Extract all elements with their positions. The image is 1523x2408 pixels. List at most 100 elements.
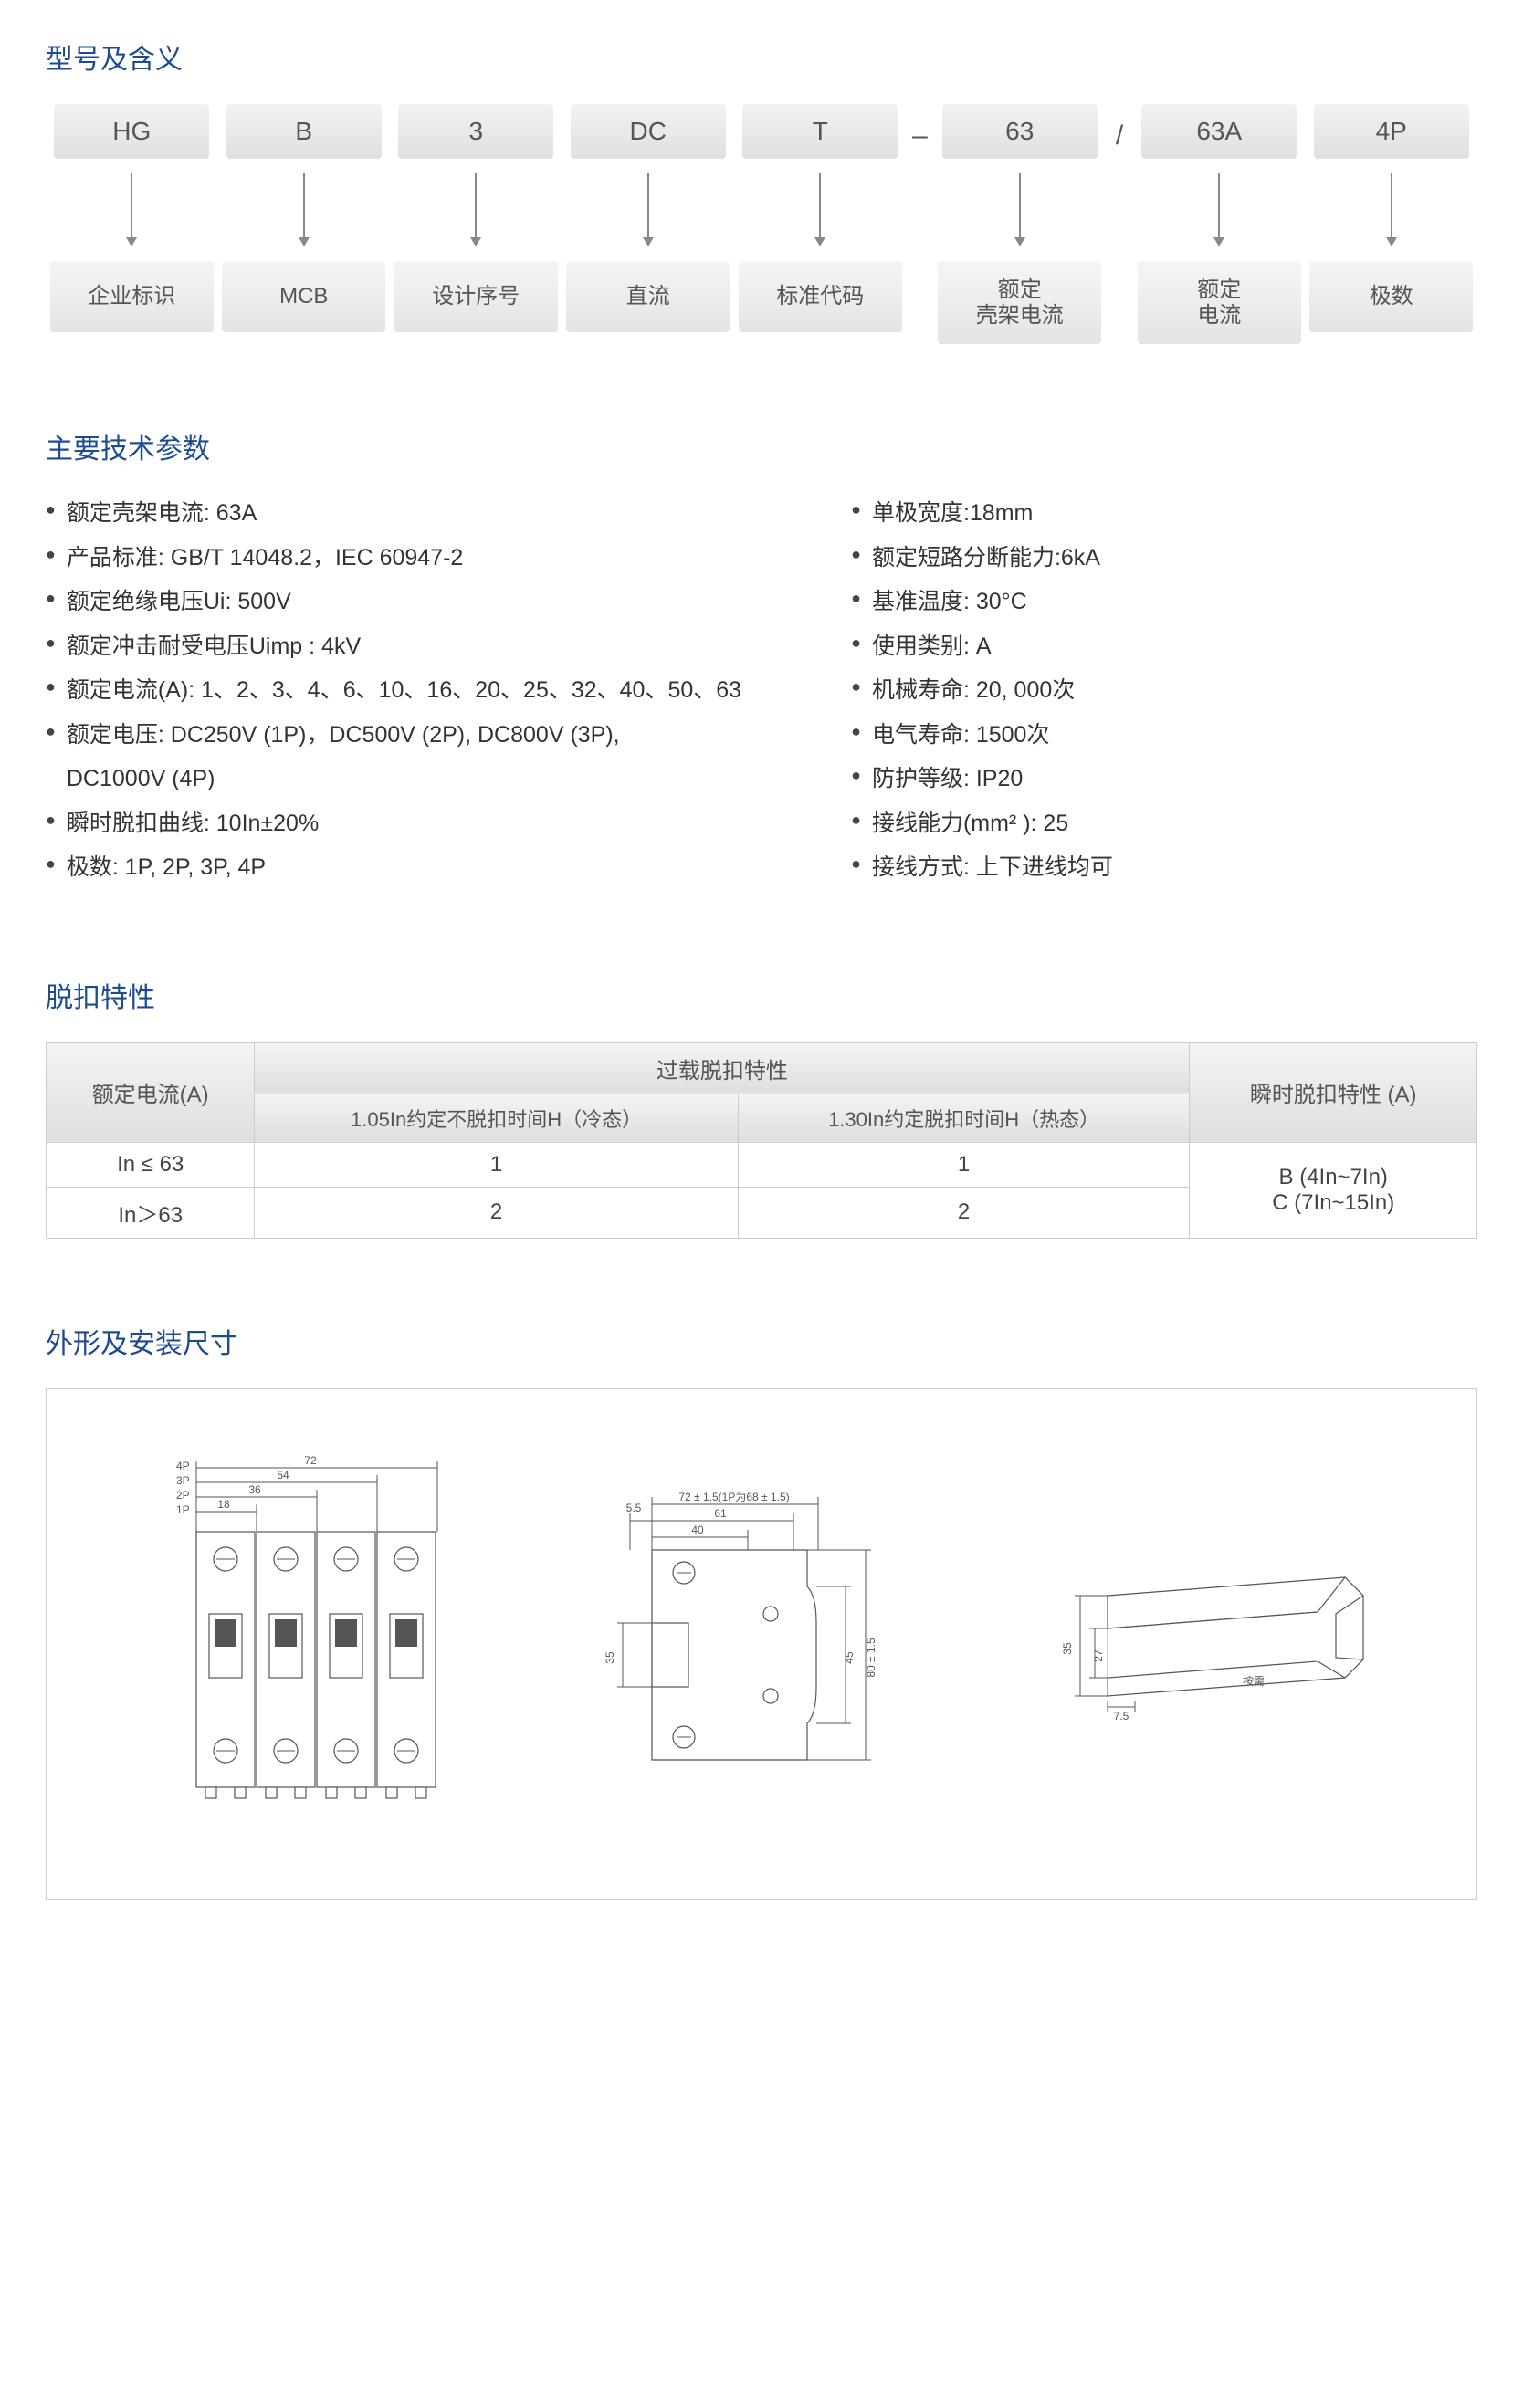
dim-rail-length: 按需: [1243, 1675, 1265, 1688]
model-column: 4P 极数: [1306, 104, 1478, 332]
spec-item: 防护等级: IP20: [851, 759, 1113, 799]
spec-item: 机械寿命: 20, 000次: [851, 671, 1113, 710]
dim-72pm: 72 ± 1.5(1P为68 ± 1.5): [678, 1491, 789, 1503]
spec-item: 极数: 1P, 2P, 3P, 4P: [46, 848, 741, 887]
model-meaning-label: 极数: [1309, 261, 1473, 332]
spec-item: 产品标准: GB/T 14048.2，IEC 60947-2: [46, 539, 741, 578]
spec-item: 额定电压: DC250V (1P)，DC500V (2P), DC800V (3…: [46, 716, 741, 755]
section-title-dim: 外形及安装尺寸: [46, 1321, 1477, 1361]
arrow-down-icon: [1014, 173, 1025, 246]
table-cell: 1: [255, 1142, 738, 1187]
spec-text: 额定壳架电流: 63A: [67, 494, 257, 533]
spec-text: 产品标准: GB/T 14048.2，IEC 60947-2: [67, 539, 463, 578]
model-code-box: T: [742, 104, 898, 159]
model-meaning-label: MCB: [222, 261, 385, 332]
arrow-down-icon: [814, 173, 825, 246]
arrow-down-icon: [1386, 173, 1397, 246]
model-code-box: B: [226, 104, 382, 159]
arrow-down-icon: [1213, 173, 1224, 246]
spec-item: 额定绝缘电压Ui: 500V: [46, 582, 741, 622]
dim-54: 54: [278, 1469, 290, 1481]
model-code-diagram: HG企业标识BMCB3设计序号DC直流T标准代码–63额定壳架电流/63A额定电…: [46, 104, 1477, 344]
table-cell: 1: [738, 1142, 1190, 1187]
label-3p: 3P: [176, 1474, 190, 1487]
dim-rail-27: 27: [1092, 1649, 1105, 1662]
trip-characteristics-table: 额定电流(A) 过载脱扣特性 瞬时脱扣特性 (A) 1.05In约定不脱扣时间H…: [46, 1042, 1477, 1239]
arrow-down-icon: [643, 173, 654, 246]
label-2p: 2P: [176, 1489, 190, 1502]
spec-text: 使用类别: A: [872, 627, 992, 666]
specs-left-list: 额定壳架电流: 63A 产品标准: GB/T 14048.2，IEC 60947-…: [46, 494, 741, 893]
spec-text: 基准温度: 30°C: [872, 582, 1027, 622]
dim-36: 36: [249, 1483, 262, 1496]
model-column: 63 额定壳架电流: [934, 104, 1107, 344]
spec-item: 接线方式: 上下进线均可: [851, 848, 1113, 887]
model-column: T 标准代码: [734, 104, 907, 332]
model-column: 3 设计序号: [390, 104, 562, 332]
spec-text: 电气寿命: 1500次: [872, 716, 1050, 755]
section-title-specs: 主要技术参数: [46, 426, 1477, 466]
label-4p: 4P: [176, 1460, 190, 1472]
spec-item: 接线能力(mm² ): 25: [851, 804, 1113, 843]
table-cell: In ≤ 63: [47, 1142, 255, 1187]
model-code-box: DC: [571, 104, 726, 159]
th-rated-current: 额定电流(A): [47, 1042, 255, 1142]
spec-item: 瞬时脱扣曲线: 10In±20%: [46, 804, 741, 843]
spec-item: 使用类别: A: [851, 627, 1113, 666]
dim-18: 18: [218, 1498, 231, 1511]
model-code-box: 3: [398, 104, 553, 159]
spec-text: 额定电流(A): 1、2、3、4、6、10、16、20、25、32、40、50、…: [67, 671, 741, 710]
dim-rail-7p5: 7.5: [1113, 1710, 1129, 1722]
model-separator-slash: /: [1106, 104, 1133, 152]
side-view-drawing: 72 ± 1.5(1P为68 ± 1.5) 61 40 5.5 35 45 80…: [579, 1450, 926, 1815]
model-column: 63A 额定电流: [1133, 104, 1306, 344]
spec-item: 额定短路分断能力:6kA: [851, 539, 1113, 578]
spec-text: 瞬时脱扣曲线: 10In±20%: [67, 804, 319, 843]
dim-80pm: 80 ± 1.5: [865, 1638, 877, 1678]
spec-text: 额定短路分断能力:6kA: [872, 539, 1100, 578]
dim-61: 61: [714, 1507, 727, 1520]
model-column: DC 直流: [562, 104, 735, 332]
spec-item: 额定电流(A): 1、2、3、4、6、10、16、20、25、32、40、50、…: [46, 671, 741, 710]
model-code-box: 63A: [1141, 104, 1297, 159]
specs-right-list: 单极宽度:18mm 额定短路分断能力:6kA 基准温度: 30°C 使用类别: A 机械…: [851, 494, 1113, 893]
arrow-down-icon: [126, 173, 137, 246]
model-meaning-label: 设计序号: [394, 261, 558, 332]
table-cell: In＞63: [47, 1187, 255, 1238]
table-cell: 2: [255, 1187, 738, 1238]
th-instantaneous: 瞬时脱扣特性 (A): [1190, 1042, 1477, 1142]
section-title-trip: 脱扣特性: [46, 975, 1477, 1015]
model-code-box: HG: [54, 104, 209, 159]
spec-text: 接线方式: 上下进线均可: [872, 848, 1113, 887]
model-column: B MCB: [218, 104, 391, 332]
spec-text: 额定电压: DC250V (1P)，DC500V (2P), DC800V (3…: [67, 716, 620, 755]
specs-columns: 额定壳架电流: 63A 产品标准: GB/T 14048.2，IEC 60947-…: [46, 494, 1477, 893]
section-title-model: 型号及含义: [46, 37, 1477, 77]
spec-text: DC1000V (4P): [67, 759, 215, 799]
spec-text: 单极宽度:18mm: [872, 494, 1033, 533]
model-meaning-label: 标准代码: [739, 261, 902, 332]
spec-item: DC1000V (4P): [46, 759, 741, 799]
model-meaning-label: 额定电流: [1138, 261, 1301, 344]
spec-text: 接线能力(mm² ): 25: [872, 804, 1068, 843]
dim-5p5: 5.5: [626, 1502, 642, 1514]
spec-item: 电气寿命: 1500次: [851, 716, 1113, 755]
model-meaning-label: 额定壳架电流: [938, 261, 1101, 344]
arrow-down-icon: [299, 173, 310, 246]
model-meaning-label: 直流: [566, 261, 730, 332]
dim-rail-35: 35: [1061, 1642, 1074, 1655]
dim-35-side: 35: [604, 1651, 616, 1664]
label-1p: 1P: [176, 1503, 190, 1516]
th-cold: 1.05In约定不脱扣时间H（冷态）: [255, 1094, 738, 1142]
spec-item: 单极宽度:18mm: [851, 494, 1113, 533]
dim-40: 40: [691, 1523, 704, 1536]
spec-text: 额定冲击耐受电压Uimp : 4kV: [67, 627, 361, 666]
model-code-box: 4P: [1314, 104, 1469, 159]
arrow-down-icon: [470, 173, 481, 246]
dim-45: 45: [843, 1651, 856, 1664]
spec-item: 额定冲击耐受电压Uimp : 4kV: [46, 627, 741, 666]
spec-text: 机械寿命: 20, 000次: [872, 671, 1075, 710]
model-code-box: 63: [942, 104, 1098, 159]
model-column: HG企业标识: [46, 104, 218, 332]
spec-text: 额定绝缘电压Ui: 500V: [67, 582, 291, 622]
